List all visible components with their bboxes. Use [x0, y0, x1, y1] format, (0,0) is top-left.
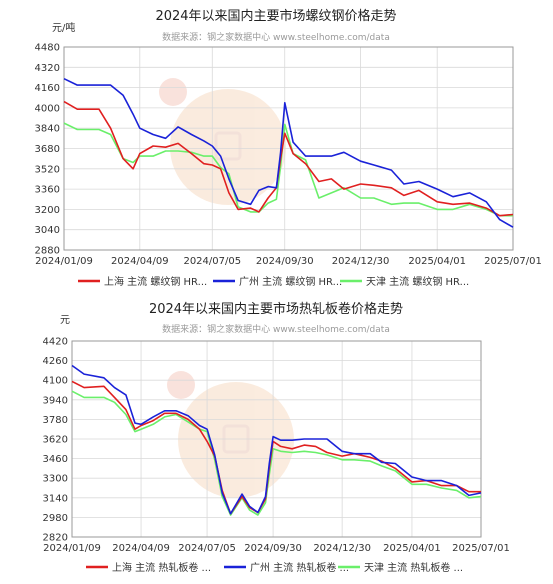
y-tick-label: 3780 — [43, 415, 68, 426]
y-tick-label: 4480 — [35, 43, 60, 54]
legend-label-3: 天津 主流 螺纹钢 HR... — [366, 275, 469, 288]
y-tick-label: 3620 — [43, 435, 68, 446]
plot-area-border — [63, 46, 514, 251]
legend-label-3: 天津 主流 热轧板卷 ... — [364, 561, 463, 574]
y-tick-label: 4320 — [35, 63, 60, 74]
x-tick-label: 2025/07/01 — [484, 256, 542, 267]
watermark-glyph — [214, 131, 242, 161]
y-tick-label: 3040 — [35, 225, 60, 236]
y-tick-label: 2980 — [43, 513, 68, 524]
x-tick-label: 2024/01/09 — [35, 256, 93, 267]
watermark-small-disc — [167, 371, 195, 399]
watermark-logo — [159, 78, 286, 205]
y-tick-label: 4260 — [43, 356, 68, 367]
y-tick-label: 3460 — [43, 454, 68, 465]
y-tick-label: 4100 — [43, 376, 68, 387]
y-tick-label: 3520 — [35, 164, 60, 175]
x-tick-label: 2025/07/01 — [452, 543, 510, 554]
x-tick-label: 2024/12/30 — [313, 543, 371, 554]
series-line-3 — [71, 390, 482, 516]
x-tick-label: 2024/07/05 — [178, 543, 236, 554]
y-tick-label: 3840 — [35, 124, 60, 135]
series-line-1 — [63, 100, 514, 217]
x-tick-label: 2025/04/01 — [408, 256, 466, 267]
x-tick-label: 2025/04/01 — [383, 543, 441, 554]
y-tick-label: 3140 — [43, 493, 68, 504]
legend-label-2: 广州 主流 螺纹钢 HR... — [239, 275, 342, 288]
chart-title: 2024年以来国内主要市场热轧板卷价格走势 — [149, 301, 403, 317]
chart-title: 2024年以来国内主要市场螺纹钢价格走势 — [155, 8, 396, 24]
y-tick-label: 3360 — [35, 185, 60, 196]
y-unit-label: 元/吨 — [52, 21, 75, 34]
series-line-2 — [71, 364, 482, 515]
x-tick-label: 2024/12/30 — [332, 256, 390, 267]
plot-area-border — [71, 340, 482, 538]
legend-label-1: 上海 主流 热轧板卷 ... — [112, 561, 211, 574]
x-tick-label: 2024/07/05 — [183, 256, 241, 267]
x-tick-label: 2024/09/30 — [256, 256, 314, 267]
y-tick-label: 3680 — [35, 144, 60, 155]
x-tick-label: 2024/04/09 — [111, 256, 169, 267]
y-tick-label: 4000 — [35, 103, 60, 114]
legend-label-1: 上海 主流 螺纹钢 HR... — [104, 275, 207, 288]
x-tick-label: 2024/01/09 — [43, 543, 101, 554]
y-tick-label: 2820 — [43, 533, 68, 544]
y-tick-label: 4160 — [35, 83, 60, 94]
chart-subtitle: 数据来源：钢之家数据中心 www.steelhome.com/data — [162, 31, 390, 43]
x-tick-label: 2024/04/09 — [112, 543, 170, 554]
y-tick-label: 3300 — [43, 474, 68, 485]
y-tick-label: 4420 — [43, 337, 68, 348]
legend-label-2: 广州 主流 热轧板卷 ... — [250, 561, 349, 574]
watermark-disc — [170, 89, 286, 205]
y-unit-label: 元 — [60, 315, 70, 326]
x-tick-label: 2024/09/30 — [244, 543, 302, 554]
series-line-2 — [63, 77, 514, 228]
y-tick-label: 2880 — [35, 246, 60, 257]
series-line-3 — [63, 122, 513, 217]
watermark-logo — [167, 371, 294, 498]
y-tick-label: 3200 — [35, 205, 60, 216]
y-tick-label: 3940 — [43, 395, 68, 406]
chart-subtitle: 数据来源：钢之家数据中心 www.steelhome.com/data — [162, 323, 390, 335]
watermark-small-disc — [159, 78, 187, 106]
